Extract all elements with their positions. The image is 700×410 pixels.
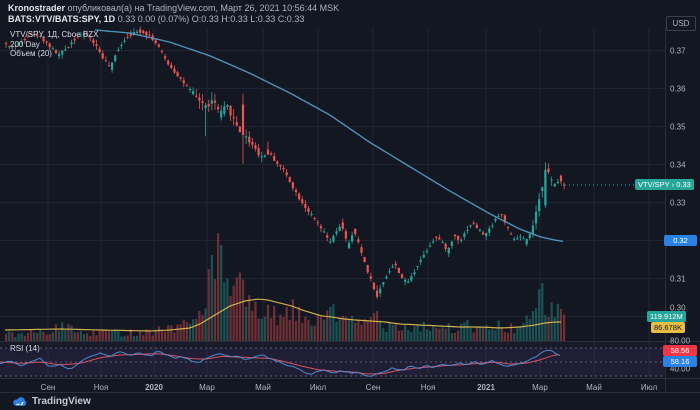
price-tick: 0.31 xyxy=(670,274,686,283)
last-price-tag: VTV/SPY › 0.33 xyxy=(635,179,694,190)
time-tick: Июл xyxy=(309,383,327,392)
rsi-legend[interactable]: RSI (14) xyxy=(10,344,40,353)
brand-link[interactable]: TradingView xyxy=(32,396,91,407)
last-price-symbol: VTV/SPY xyxy=(638,180,670,189)
symbol-ohlc: O:0.33 H:0.33 L:0.33 C:0.33 xyxy=(191,14,305,24)
time-tick: Мар xyxy=(199,383,215,392)
level-price-tag: 0.32 xyxy=(664,235,697,246)
price-tick: 0.37 xyxy=(670,46,686,55)
currency-toggle[interactable]: USD xyxy=(666,16,696,31)
rsi-tick: 80.00 xyxy=(670,336,691,346)
price-tick: 0.30 xyxy=(670,303,686,313)
chart-legend[interactable]: VTV/SPY, 1Д, Cboe BZX 200 Day Объем (20) xyxy=(10,30,98,59)
price-tick: 0.33 xyxy=(670,198,686,207)
last-price-value: 0.33 xyxy=(676,180,691,189)
publish-header: Kronostrader опубликовал(а) на TradingVi… xyxy=(8,3,339,14)
volume-ma-value-tag: 86.678K xyxy=(651,322,685,333)
time-tick: Май xyxy=(255,383,271,392)
time-tick: Мар xyxy=(532,383,548,392)
price-tick: 0.36 xyxy=(670,84,686,93)
symbol-quote: 0.33 0.00 (0.07%) xyxy=(115,14,192,24)
price-tick: 0.34 xyxy=(670,160,686,169)
rsi-value-tag: 58.16 xyxy=(663,356,697,367)
symbol-header: BATS:VTV/BATS:SPY, 1D 0.33 0.00 (0.07%) … xyxy=(8,14,304,25)
time-tick: Сен xyxy=(40,383,56,392)
last-price-arrow-icon: › xyxy=(671,180,675,189)
legend-ma200[interactable]: 200 Day xyxy=(10,39,40,49)
legend-volume[interactable]: Объем (20) xyxy=(10,49,52,58)
time-tick: Май xyxy=(586,383,602,392)
time-tick: Сен xyxy=(365,383,381,392)
publish-info: опубликовал(а) на TradingView.com, Март … xyxy=(65,3,340,13)
time-tick: 2021 xyxy=(477,383,495,392)
time-tick: Июл xyxy=(640,383,658,392)
symbol-name: BATS:VTV/BATS:SPY, 1D xyxy=(8,14,116,24)
legend-symbol[interactable]: VTV/SPY, 1Д, Cboe BZX xyxy=(10,30,99,39)
rsi-ma-value-tag: 58.56 xyxy=(663,345,697,356)
price-tick: 0.35 xyxy=(670,122,686,131)
author-link[interactable]: Kronostrader xyxy=(8,3,66,13)
footer-bar: TradingView xyxy=(0,393,700,410)
tradingview-logo-icon[interactable] xyxy=(12,396,27,407)
time-tick: 2020 xyxy=(145,383,163,392)
time-tick: Ноя xyxy=(93,383,109,392)
volume-value-tag: 119.912M xyxy=(647,311,686,322)
time-tick: Ноя xyxy=(420,383,436,392)
rsi-tick: 40.00 xyxy=(670,364,691,374)
